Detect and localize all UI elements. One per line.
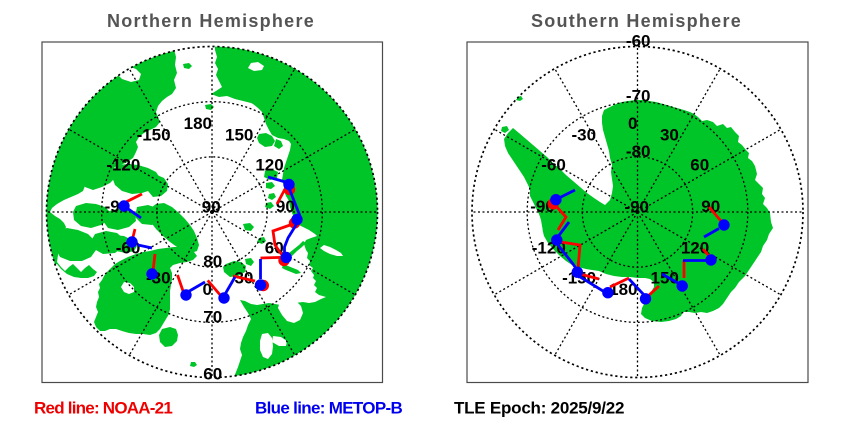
svg-text:-60: -60 [541, 156, 566, 175]
svg-text:Blue line: METOP-B: Blue line: METOP-B [255, 399, 402, 418]
svg-text:150: 150 [651, 269, 679, 288]
svg-text:Southern Hemisphere: Southern Hemisphere [531, 11, 742, 31]
svg-text:-90: -90 [624, 198, 649, 217]
svg-text:80: 80 [203, 252, 222, 271]
svg-text:90: 90 [276, 197, 295, 216]
svg-text:60: 60 [690, 156, 709, 175]
svg-text:120: 120 [681, 238, 709, 257]
svg-text:-120: -120 [106, 156, 140, 175]
svg-text:-30: -30 [572, 125, 597, 144]
svg-text:-150: -150 [137, 125, 171, 144]
svg-text:-70: -70 [626, 87, 651, 106]
svg-text:150: 150 [225, 125, 253, 144]
svg-text:0: 0 [628, 114, 637, 133]
svg-text:180: 180 [184, 114, 212, 133]
svg-text:90: 90 [701, 197, 720, 216]
svg-text:Northern Hemisphere: Northern Hemisphere [107, 11, 315, 31]
svg-text:90: 90 [202, 198, 221, 217]
svg-text:0: 0 [203, 280, 212, 299]
svg-text:120: 120 [255, 156, 283, 175]
svg-text:TLE Epoch: 2025/9/22: TLE Epoch: 2025/9/22 [454, 399, 624, 418]
svg-text:Red line: NOAA-21: Red line: NOAA-21 [34, 399, 172, 418]
svg-text:-60: -60 [626, 32, 651, 51]
svg-text:70: 70 [203, 307, 222, 326]
svg-text:30: 30 [660, 125, 679, 144]
svg-text:-80: -80 [626, 142, 651, 161]
svg-text:60: 60 [203, 365, 222, 384]
